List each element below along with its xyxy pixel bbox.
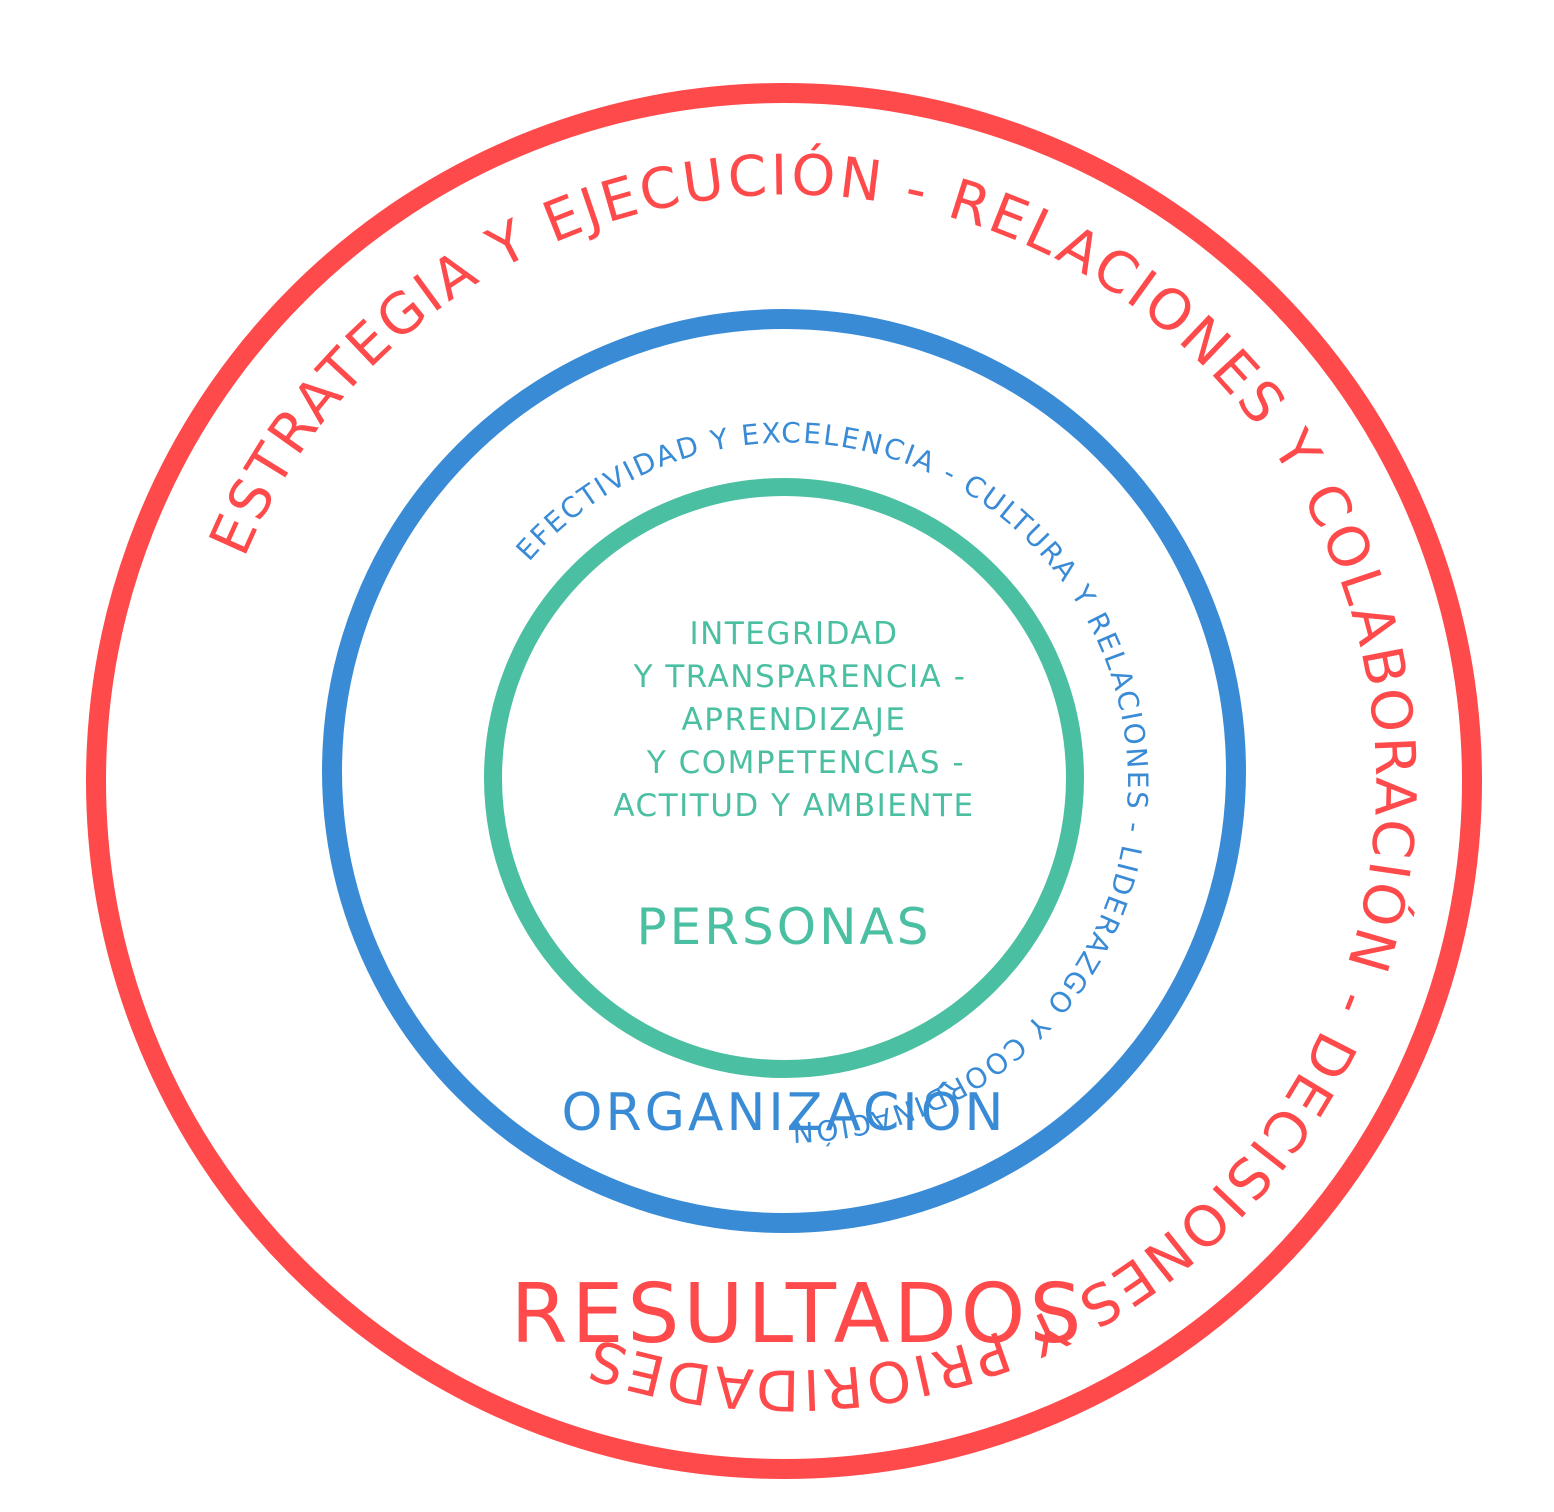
people-line-3: APRENDIZAJE — [682, 702, 907, 738]
people-line-5: ACTITUD Y AMBIENTE — [613, 788, 974, 824]
people-title: PERSONAS — [637, 898, 932, 956]
people-line-1: INTEGRIDAD — [690, 616, 899, 652]
organization-ring — [322, 309, 1246, 1233]
people-ring — [484, 478, 1084, 1078]
results-ring — [86, 83, 1482, 1479]
organization-title: ORGANIZACIÓN — [562, 1081, 1007, 1143]
organization-arc-text: EFECTIVIDAD Y EXCELENCIA - CULTURA Y REL… — [510, 416, 1154, 1148]
results-title: RESULTADOS — [511, 1267, 1086, 1362]
people-values: INTEGRIDAD Y TRANSPARENCIA - APRENDIZAJE… — [613, 616, 974, 824]
people-line-4: Y COMPETENCIAS - — [646, 745, 965, 781]
people-line-2: Y TRANSPARENCIA - — [633, 659, 967, 695]
